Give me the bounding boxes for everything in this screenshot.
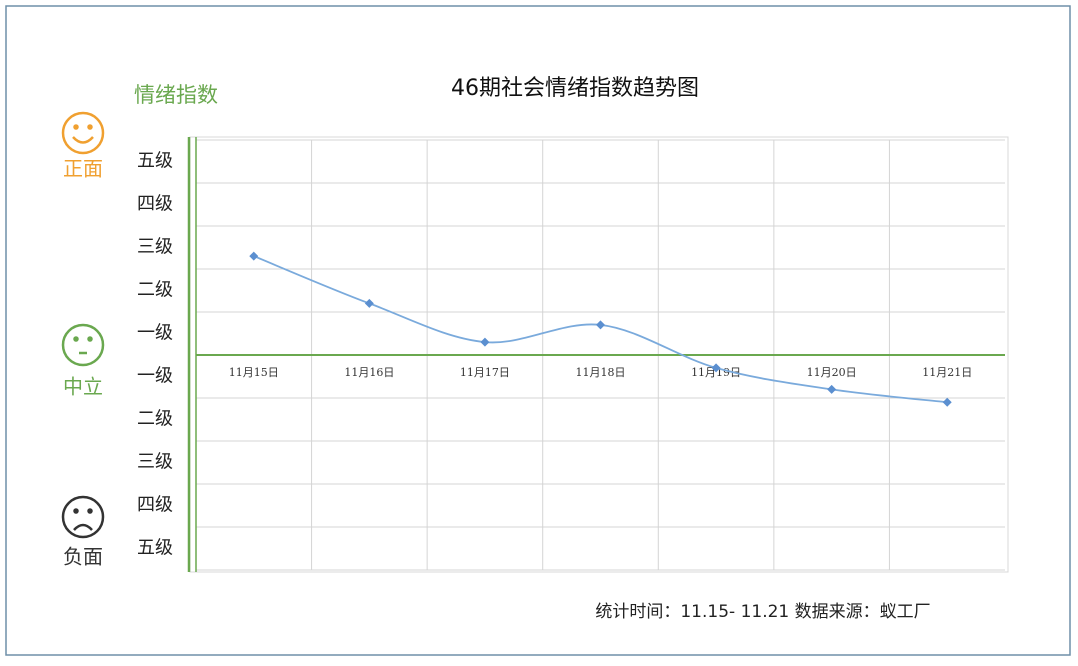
- negative-label: 负面: [63, 545, 103, 569]
- footer: 统计时间：11.15- 11.21 数据来源：蚁工厂: [595, 602, 930, 622]
- y-axis-label: 情绪指数: [134, 83, 218, 107]
- y-tick-label: 四级: [137, 194, 173, 215]
- neutral-label: 中立: [63, 375, 103, 399]
- y-tick-label: 五级: [137, 151, 173, 172]
- negative-face: [61, 495, 105, 539]
- x-tick-label: 11月20日: [807, 366, 857, 379]
- marker: [596, 320, 605, 330]
- x-tick-label: 11月18日: [576, 366, 626, 379]
- marker: [364, 298, 374, 308]
- y-tick-label: 一级: [137, 366, 173, 387]
- y-tick-label: 二级: [137, 280, 173, 301]
- y-tick-label: 三级: [137, 237, 173, 258]
- marker: [480, 337, 490, 347]
- marker: [827, 384, 837, 394]
- y-tick-label: 四级: [137, 495, 173, 516]
- x-tick-label: 11月16日: [344, 366, 394, 379]
- x-tick-label: 11月17日: [460, 366, 510, 379]
- positive-face: [61, 111, 105, 155]
- neutral-face: [61, 323, 105, 367]
- x-tick-label: 11月19日: [691, 366, 741, 379]
- marker: [942, 397, 952, 407]
- y-tick-label: 二级: [137, 409, 173, 430]
- y-tick-label: 一级: [137, 323, 173, 344]
- chart-title: 46期社会情绪指数趋势图: [451, 76, 699, 101]
- x-tick-label: 11月15日: [229, 366, 279, 379]
- x-tick-label: 11月21日: [922, 366, 972, 379]
- positive-label: 正面: [63, 157, 103, 181]
- frame: [5, 5, 1071, 656]
- marker: [711, 363, 721, 373]
- y-tick-label: 五级: [137, 538, 173, 559]
- marker: [249, 251, 259, 261]
- y-tick-label: 三级: [137, 452, 173, 473]
